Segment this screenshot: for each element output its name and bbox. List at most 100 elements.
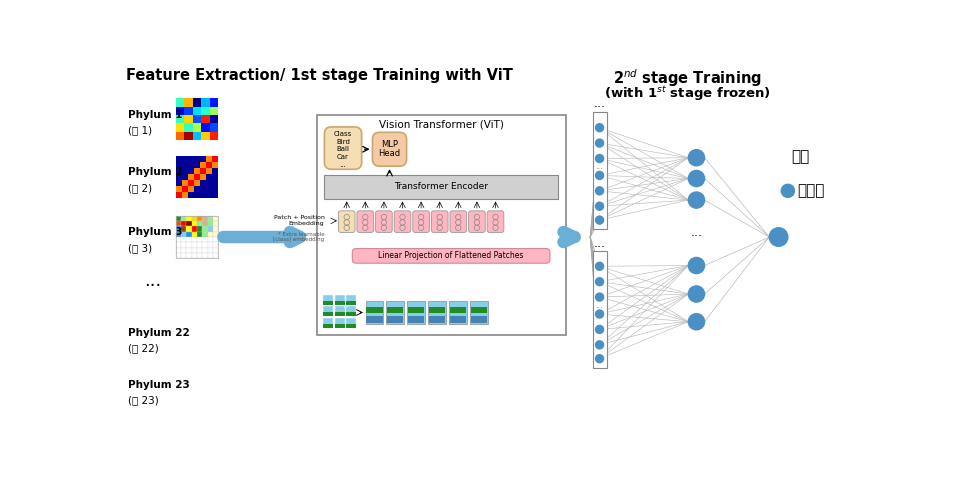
FancyBboxPatch shape <box>338 211 355 232</box>
Bar <box>202 253 208 258</box>
Bar <box>471 316 487 323</box>
Text: Phylum 3: Phylum 3 <box>127 227 183 238</box>
Bar <box>366 307 383 313</box>
Bar <box>213 237 218 243</box>
Bar <box>323 301 333 305</box>
Circle shape <box>688 150 705 166</box>
Bar <box>324 176 558 199</box>
Bar <box>210 132 218 141</box>
Circle shape <box>688 192 705 208</box>
Bar <box>181 237 186 243</box>
Circle shape <box>595 202 604 210</box>
Text: Vision Transformer (ViT): Vision Transformer (ViT) <box>379 120 504 130</box>
Bar <box>197 226 202 232</box>
Text: Linear Projection of Flattened Patches: Linear Projection of Flattened Patches <box>379 251 523 260</box>
Bar <box>428 301 446 324</box>
Bar <box>192 123 201 132</box>
Bar <box>334 313 345 317</box>
Bar <box>200 156 206 162</box>
Bar <box>184 123 192 132</box>
Bar <box>202 226 208 232</box>
Bar <box>191 243 197 247</box>
Bar <box>176 237 181 243</box>
Circle shape <box>688 314 705 330</box>
Bar <box>206 186 212 192</box>
Bar <box>197 216 202 221</box>
Bar <box>213 232 218 237</box>
Bar <box>191 232 197 237</box>
Text: Bird: Bird <box>336 139 350 144</box>
Bar <box>181 226 186 232</box>
Bar <box>187 186 194 192</box>
Bar <box>470 301 488 324</box>
FancyBboxPatch shape <box>376 211 392 232</box>
Bar <box>186 237 191 243</box>
Circle shape <box>782 184 794 197</box>
Bar <box>323 313 333 317</box>
Bar <box>176 253 181 258</box>
Bar <box>346 295 356 305</box>
Bar <box>592 112 607 229</box>
Bar <box>200 180 206 186</box>
Bar <box>202 221 208 226</box>
Bar <box>210 98 218 106</box>
Text: (with 1$^{st}$ stage frozen): (with 1$^{st}$ stage frozen) <box>604 85 771 103</box>
Text: (문 2): (문 2) <box>127 183 151 193</box>
Bar <box>213 226 218 232</box>
Bar <box>176 180 182 186</box>
Bar <box>387 307 404 313</box>
Circle shape <box>688 286 705 302</box>
Bar <box>186 226 191 232</box>
Text: Transformer Encoder: Transformer Encoder <box>394 182 488 191</box>
Circle shape <box>688 171 705 186</box>
Text: ...: ... <box>593 237 606 249</box>
Bar <box>194 192 200 198</box>
Bar <box>184 106 192 115</box>
Bar <box>212 174 218 180</box>
Bar <box>186 247 191 253</box>
Bar <box>182 192 187 198</box>
Bar <box>208 243 213 247</box>
Circle shape <box>595 341 604 349</box>
Text: Patch + Position
Embedding: Patch + Position Embedding <box>274 215 324 226</box>
Bar <box>194 180 200 186</box>
Bar <box>184 98 192 106</box>
Bar <box>194 156 200 162</box>
Bar <box>450 301 467 324</box>
Bar <box>192 115 201 123</box>
Bar <box>212 162 218 168</box>
Circle shape <box>595 310 604 318</box>
Bar <box>187 168 194 174</box>
Bar <box>176 162 182 168</box>
Bar <box>187 174 194 180</box>
Bar <box>202 237 208 243</box>
Bar <box>210 123 218 132</box>
Bar <box>176 123 184 132</box>
Bar <box>323 318 333 328</box>
Bar <box>408 307 424 313</box>
Bar <box>213 247 218 253</box>
FancyBboxPatch shape <box>324 127 361 169</box>
Circle shape <box>595 278 604 286</box>
Bar <box>176 216 218 258</box>
Bar <box>450 307 466 313</box>
Bar <box>334 306 345 317</box>
Bar <box>176 232 181 237</box>
FancyBboxPatch shape <box>469 211 486 232</box>
Bar <box>200 186 206 192</box>
Bar <box>191 247 197 253</box>
Bar <box>186 216 191 221</box>
FancyBboxPatch shape <box>487 211 504 232</box>
Bar <box>200 162 206 168</box>
Bar <box>181 243 186 247</box>
Text: Feature Extraction/ 1st stage Training with ViT: Feature Extraction/ 1st stage Training w… <box>125 68 513 83</box>
Bar <box>176 132 184 141</box>
Bar <box>200 168 206 174</box>
Bar <box>176 186 182 192</box>
Text: (문 22): (문 22) <box>127 343 158 353</box>
Bar <box>176 168 182 174</box>
Bar <box>197 221 202 226</box>
Bar <box>197 247 202 253</box>
FancyBboxPatch shape <box>357 211 374 232</box>
Bar <box>206 192 212 198</box>
